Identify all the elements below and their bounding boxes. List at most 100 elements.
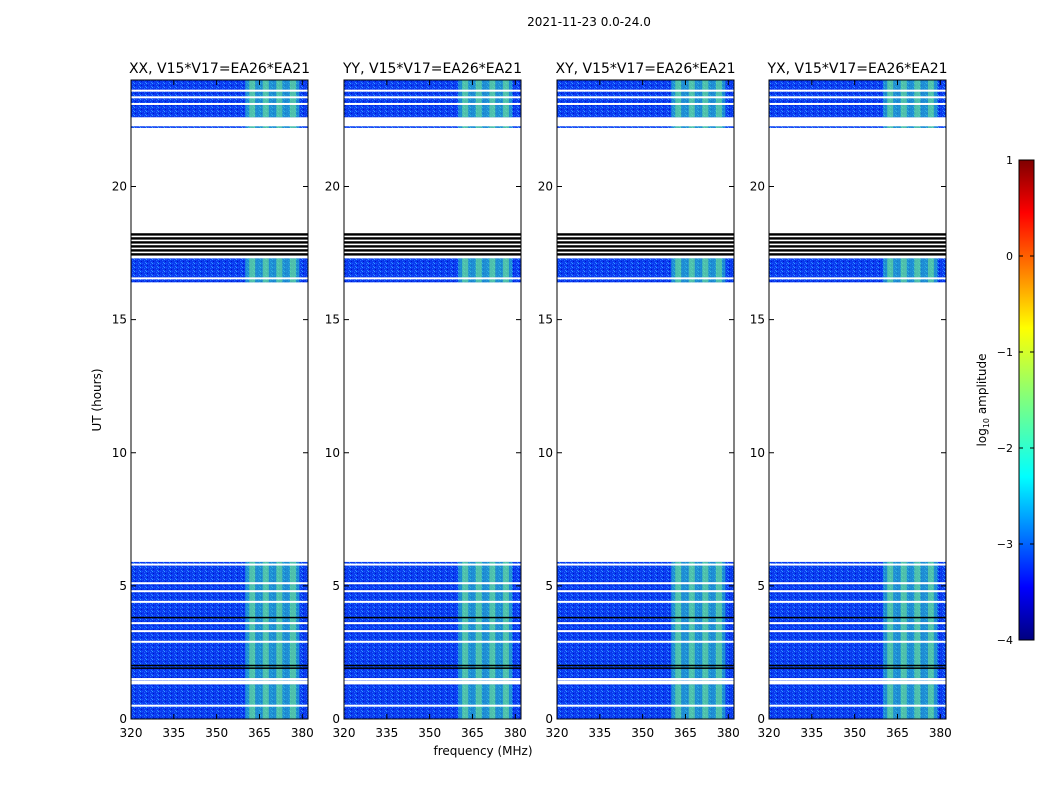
rfi-channel: [249, 258, 256, 283]
colorbar-tick-label: 0: [1006, 250, 1013, 263]
figure-suptitle: 2021-11-23 0.0-24.0: [527, 15, 651, 29]
gap-line: [344, 563, 521, 566]
x-tick-label: 350: [843, 726, 866, 740]
colorbar-tick-label: −2: [997, 442, 1013, 455]
colorbar-ticks: −4 −3 −2 −1 0 1: [997, 154, 1034, 647]
flag-line: [769, 616, 946, 619]
rfi-channel: [887, 684, 894, 719]
flag-line: [344, 237, 521, 240]
gap-line: [557, 622, 734, 625]
rfi-channel: [475, 80, 482, 118]
gap-line: [769, 563, 946, 566]
rfi-channel: [887, 258, 894, 283]
rfi-band: [245, 125, 300, 128]
gap-line: [344, 630, 521, 633]
rfi-channel: [914, 684, 921, 719]
rfi-band: [245, 684, 300, 719]
rfi-channel: [289, 125, 296, 128]
y-tick-label: 10: [112, 446, 127, 460]
flag-line: [769, 233, 946, 236]
x-tick-label: 380: [929, 726, 952, 740]
gap-line: [131, 704, 308, 707]
x-tick-label: 350: [631, 726, 654, 740]
rfi-band: [458, 80, 513, 118]
x-tick-label: 335: [800, 726, 823, 740]
rfi-band: [671, 80, 726, 118]
rfi-channel: [900, 684, 907, 719]
gap-line: [344, 678, 521, 681]
gap-line: [131, 117, 308, 120]
gap-line: [769, 117, 946, 120]
flag-line: [557, 237, 734, 240]
rfi-channel: [900, 561, 907, 681]
y-tick-label: 20: [538, 180, 553, 194]
rfi-channel: [702, 125, 709, 128]
gap-line: [557, 563, 734, 566]
y-axis-label: UT (hours): [90, 368, 104, 431]
gap-line: [557, 640, 734, 643]
data-band: [769, 125, 946, 128]
rfi-band: [458, 684, 513, 719]
panel-yx: YX, V15*V17=EA26*EA21 320 335 350 365 380 0 5 10…: [750, 61, 952, 740]
gap-line: [769, 124, 946, 127]
rfi-channel: [702, 258, 709, 283]
rfi-channel: [475, 258, 482, 283]
panel-title: XX, V15*V17=EA26*EA21: [129, 61, 310, 77]
rfi-band: [458, 258, 513, 283]
x-tick-label: 320: [120, 726, 143, 740]
panel-yy: YY, V15*V17=EA26*EA21 320 335 350 365 380 0 5 10…: [325, 61, 527, 740]
rfi-band: [671, 684, 726, 719]
flag-line: [344, 667, 521, 669]
gap-line: [557, 582, 734, 585]
rfi-channel: [715, 125, 722, 128]
x-tick-label: 335: [162, 726, 185, 740]
gap-line: [769, 630, 946, 633]
x-tick-label: 350: [418, 726, 441, 740]
rfi-channel: [249, 80, 256, 118]
flag-line: [769, 245, 946, 248]
rfi-channel: [702, 684, 709, 719]
y-tick-label: 10: [325, 446, 340, 460]
rfi-channel: [262, 258, 269, 283]
y-tick-label: 10: [750, 446, 765, 460]
flag-line: [344, 233, 521, 236]
rfi-channel: [475, 561, 482, 681]
rfi-channel: [276, 125, 283, 128]
gap-line: [769, 704, 946, 707]
y-tick-label: 0: [332, 712, 340, 726]
rfi-channel: [489, 561, 496, 681]
rfi-band: [245, 258, 300, 283]
gap-line: [557, 102, 734, 105]
rfi-channel: [249, 125, 256, 128]
rfi-channel: [502, 80, 509, 118]
flag-line: [344, 241, 521, 244]
rfi-channel: [502, 125, 509, 128]
gap-line: [557, 96, 734, 99]
rfi-channel: [502, 684, 509, 719]
x-tick-label: 365: [674, 726, 697, 740]
gap-line: [769, 678, 946, 681]
rfi-band: [883, 258, 938, 283]
rfi-channel: [688, 561, 695, 681]
gap-line: [344, 600, 521, 603]
rfi-channel: [489, 684, 496, 719]
y-tick-label: 5: [119, 579, 127, 593]
flag-line: [557, 241, 734, 244]
rfi-channel: [927, 684, 934, 719]
flag-line: [557, 233, 734, 236]
x-tick-label: 320: [333, 726, 356, 740]
gap-line: [131, 102, 308, 105]
flag-line: [769, 253, 946, 256]
rfi-channel: [502, 561, 509, 681]
flag-line: [344, 245, 521, 248]
rfi-band: [671, 258, 726, 283]
flag-line: [344, 249, 521, 252]
gap-line: [344, 277, 521, 280]
x-tick-label: 365: [248, 726, 271, 740]
colorbar-label-base: log: [975, 428, 989, 446]
rfi-channel: [927, 258, 934, 283]
rfi-band: [671, 561, 726, 681]
flag-line: [769, 664, 946, 667]
flag-line: [557, 253, 734, 256]
rfi-channel: [262, 684, 269, 719]
